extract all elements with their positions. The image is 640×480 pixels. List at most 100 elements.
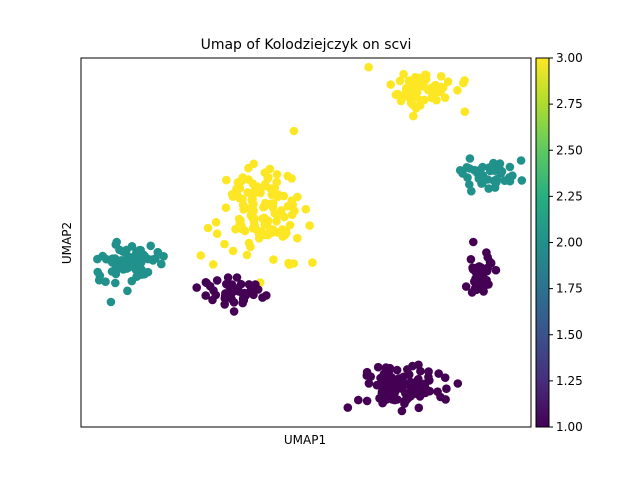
- scatter-point: [203, 223, 213, 233]
- scatter-point: [404, 91, 414, 100]
- colorbar-tick-label: 2.50: [556, 143, 583, 157]
- scatter-point: [308, 258, 317, 267]
- scatter-point: [201, 291, 210, 300]
- scatter-point: [401, 396, 411, 405]
- scatter-point: [362, 396, 372, 406]
- scatter-point: [380, 396, 389, 405]
- scatter-point: [221, 203, 231, 212]
- scatter-point: [471, 268, 481, 278]
- scatter-point: [492, 174, 502, 184]
- scatter-point: [479, 287, 488, 296]
- scatter-point: [228, 192, 238, 201]
- scatter-point: [403, 365, 412, 374]
- scatter-point: [201, 278, 211, 287]
- scatter-point: [442, 384, 451, 394]
- scatter-point: [393, 89, 403, 99]
- scatter-point: [132, 272, 141, 282]
- scatter-point: [228, 246, 238, 256]
- colorbar-tick-label: 1.00: [556, 420, 583, 434]
- scatter-point: [146, 241, 155, 251]
- scatter-point: [272, 177, 282, 187]
- colorbar: [535, 57, 550, 428]
- scatter-point: [434, 369, 444, 378]
- scatter-point: [409, 111, 418, 121]
- scatter-point: [395, 76, 405, 86]
- scatter-point: [238, 294, 248, 304]
- scatter-point: [343, 403, 353, 412]
- scatter-point: [383, 387, 393, 397]
- scatter-point: [305, 221, 314, 230]
- scatter-point: [157, 259, 166, 269]
- scatter-point: [269, 255, 278, 264]
- scatter-point: [233, 178, 243, 187]
- scatter-point: [232, 273, 242, 282]
- scatter-point: [500, 176, 510, 185]
- scatter-point: [517, 176, 527, 185]
- scatter-point: [212, 276, 222, 285]
- scatter-point: [268, 199, 278, 208]
- scatter-points: [93, 62, 527, 416]
- scatter-point: [440, 93, 450, 102]
- scatter-point: [460, 107, 470, 116]
- scatter-point: [372, 380, 382, 390]
- scatter-point: [264, 173, 273, 182]
- scatter-point: [466, 254, 476, 264]
- scatter-point: [248, 198, 257, 207]
- scatter-point: [212, 229, 222, 238]
- colorbar-tick-label: 1.25: [556, 374, 583, 388]
- scatter-point: [478, 270, 488, 280]
- scatter-point: [293, 233, 302, 243]
- scatter-point: [289, 126, 299, 136]
- scatter-point: [220, 300, 229, 309]
- x-axis-label: UMAP1: [284, 433, 326, 447]
- scatter-point: [385, 363, 395, 373]
- scatter-point: [455, 166, 465, 175]
- scatter-point: [415, 392, 425, 401]
- scatter-point: [237, 222, 247, 232]
- scatter-point: [462, 163, 472, 172]
- scatter-point: [516, 156, 526, 165]
- scatter-point: [484, 184, 494, 193]
- scatter-point: [412, 384, 422, 394]
- scatter-point: [249, 218, 259, 227]
- scatter-point: [273, 210, 282, 220]
- scatter-point: [283, 201, 293, 211]
- scatter-point: [260, 202, 270, 211]
- scatter-point: [238, 194, 247, 204]
- scatter-point: [427, 93, 437, 103]
- scatter-point: [196, 251, 206, 260]
- scatter-point: [249, 206, 258, 215]
- scatter-point: [253, 285, 263, 294]
- scatter-point: [366, 372, 376, 382]
- scatter-point: [390, 387, 400, 397]
- scatter-point: [267, 190, 277, 200]
- scatter-point: [273, 190, 283, 199]
- scatter-point: [476, 175, 486, 184]
- scatter-point: [246, 242, 255, 252]
- scatter-point: [242, 250, 252, 260]
- scatter-point: [287, 210, 297, 220]
- scatter-point: [406, 76, 416, 85]
- colorbar-tick-label: 1.50: [556, 328, 583, 342]
- scatter-point: [151, 254, 160, 263]
- scatter-point: [460, 76, 469, 85]
- scatter-point: [251, 185, 260, 194]
- colorbar-tick-label: 3.00: [556, 51, 583, 65]
- scatter-point: [401, 389, 410, 398]
- scatter-point: [248, 192, 257, 201]
- scatter-point: [453, 379, 463, 388]
- scatter-point: [284, 258, 293, 268]
- scatter-point: [465, 180, 474, 189]
- scatter-point: [354, 395, 363, 405]
- scatter-point: [406, 98, 416, 108]
- scatter-point: [425, 386, 435, 396]
- scatter-point: [111, 278, 120, 288]
- scatter-point: [482, 248, 491, 257]
- y-axis-label: UMAP2: [60, 222, 74, 264]
- scatter-point: [397, 406, 407, 416]
- scatter-point: [111, 240, 121, 249]
- scatter-point: [483, 263, 493, 273]
- scatter-point: [301, 204, 311, 214]
- scatter-point: [392, 365, 402, 375]
